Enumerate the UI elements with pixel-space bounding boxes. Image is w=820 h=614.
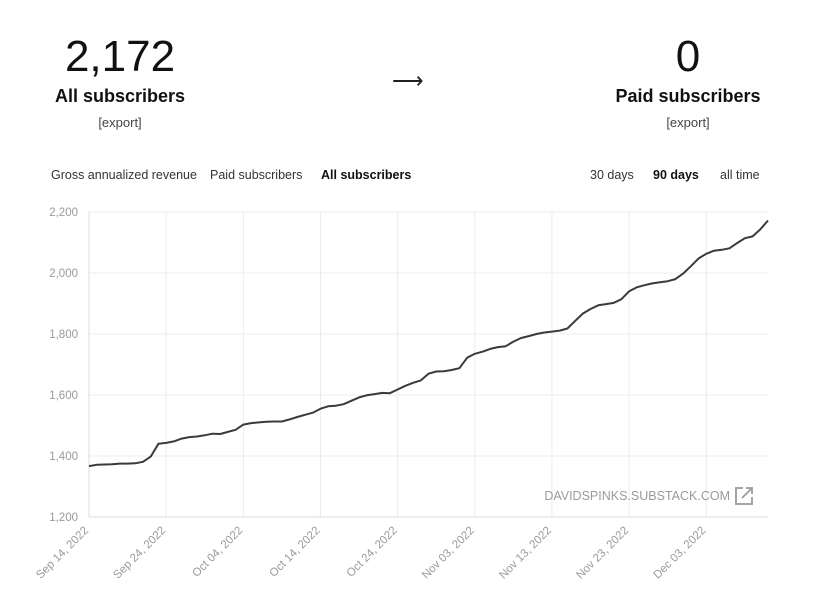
watermark-text: DAVIDSPINKS.SUBSTACK.COM	[544, 489, 730, 503]
subscribers-line-chart: 1,200 1,400 1,600 1,800 2,000 2,200 Sep 14, 2…	[34, 207, 769, 582]
y-axis: 1,200 1,400 1,600 1,800 2,000 2,200	[49, 207, 78, 524]
stats-header: 2,172 All subscribers [export] ⟶ 0 Paid …	[0, 0, 820, 150]
x-tick-label: Sep 24, 2022	[111, 525, 168, 582]
all-subscribers-stat: 2,172 All subscribers [export]	[40, 30, 200, 130]
all-subscribers-count: 2,172	[64, 32, 176, 81]
series-line-all-subscribers	[88, 219, 769, 468]
paid-subscribers-count: 0	[675, 32, 701, 81]
all-subscribers-label: All subscribers	[54, 86, 186, 106]
range-all-time[interactable]: all time	[720, 168, 760, 182]
paid-subscribers-label: Paid subscribers	[615, 86, 761, 106]
y-tick-label: 1,200	[49, 512, 78, 524]
y-tick-label: 1,400	[49, 451, 78, 463]
all-subscribers-export-link[interactable]: [export]	[98, 115, 142, 130]
range-30-days[interactable]: 30 days	[590, 168, 634, 182]
tab-all-subscribers[interactable]: All subscribers	[321, 168, 412, 182]
arrow-right-icon: ⟶	[392, 68, 424, 93]
y-tick-label: 1,800	[49, 329, 78, 341]
x-tick-label: Dec 03, 2022	[652, 525, 709, 582]
x-tick-label: Oct 24, 2022	[345, 525, 400, 580]
chart-toolbar: Gross annualized revenue Paid subscriber…	[0, 168, 820, 188]
x-tick-label: Nov 23, 2022	[574, 525, 631, 582]
x-tick-label: Nov 03, 2022	[420, 525, 477, 582]
y-tick-label: 2,200	[49, 207, 78, 219]
paid-subscribers-stat: 0 Paid subscribers [export]	[608, 30, 768, 130]
x-tick-label: Sep 14, 2022	[34, 525, 91, 582]
x-tick-label: Oct 04, 2022	[190, 525, 245, 580]
external-link-icon[interactable]	[735, 487, 753, 505]
range-90-days[interactable]: 90 days	[653, 168, 699, 182]
x-axis: Sep 14, 2022 Sep 24, 2022 Oct 04, 2022 Oct …	[34, 525, 708, 582]
paid-subscribers-export-link[interactable]: [export]	[666, 115, 710, 130]
x-tick-label: Oct 14, 2022	[268, 525, 323, 580]
tab-gross-annualized-revenue[interactable]: Gross annualized revenue	[51, 168, 197, 182]
y-tick-label: 1,600	[49, 390, 78, 402]
y-tick-label: 2,000	[49, 268, 78, 280]
chart-grid	[88, 211, 768, 518]
tab-paid-subscribers[interactable]: Paid subscribers	[210, 168, 303, 182]
x-tick-label: Nov 13, 2022	[497, 525, 554, 582]
